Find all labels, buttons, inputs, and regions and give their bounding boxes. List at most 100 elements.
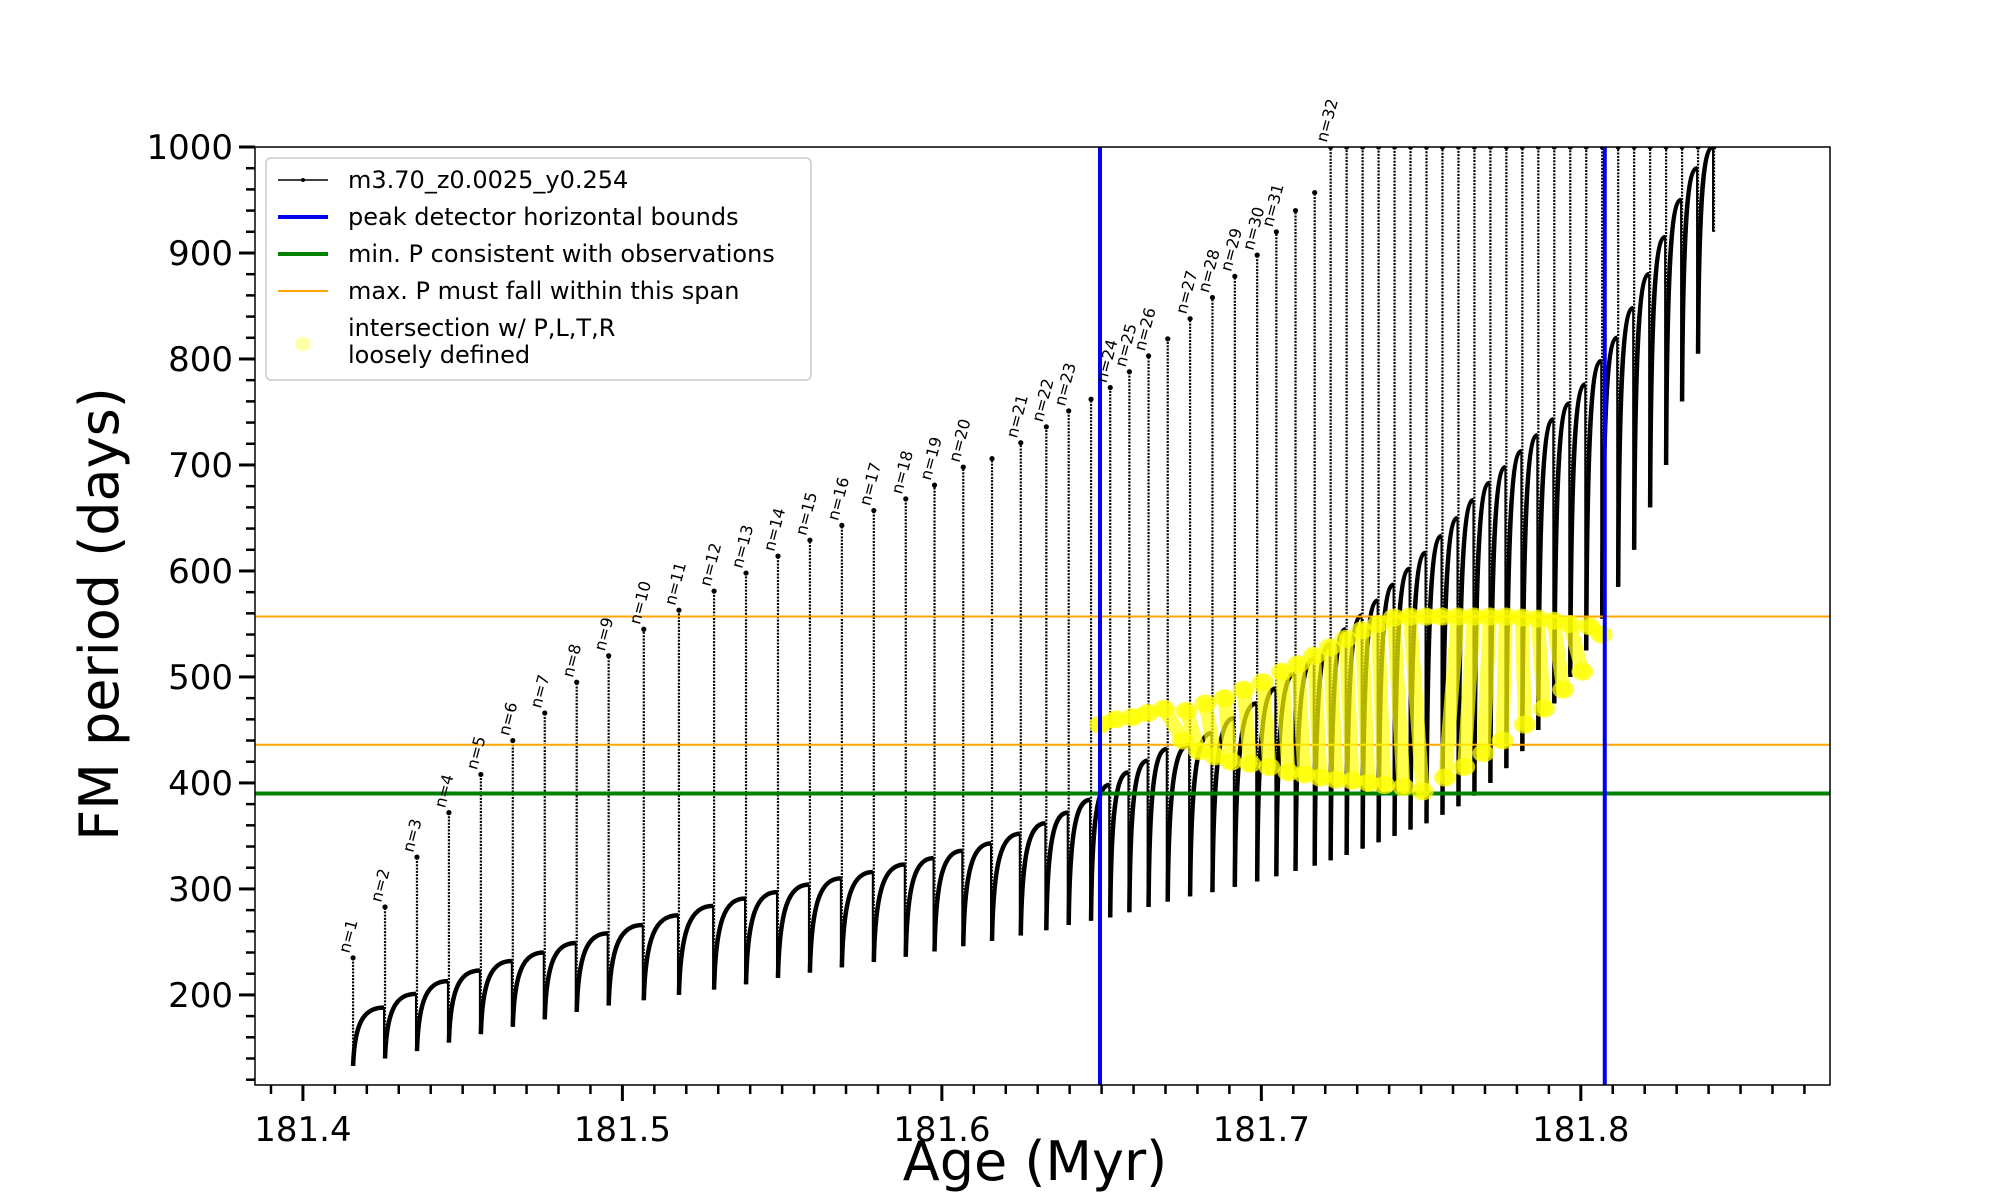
intersection-streak <box>1217 691 1238 769</box>
y-tick-label: 900 <box>168 234 233 274</box>
series-recovery-arc <box>574 931 608 1012</box>
series-recovery-arc <box>1127 758 1149 913</box>
intersection-streak <box>1093 712 1123 732</box>
series-peak-point <box>960 464 966 470</box>
plot-frame <box>254 146 1831 1086</box>
series-recovery-arc <box>932 848 963 952</box>
series-recovery-arc <box>1044 810 1069 931</box>
legend-label: max. P must fall within this span <box>348 277 739 305</box>
cycle-label: n=31 <box>1258 181 1288 228</box>
intersection-streak <box>1438 609 1465 785</box>
intersection-streak <box>1354 623 1376 790</box>
series-recovery-arc <box>1679 165 1698 402</box>
cycle-label: n=7 <box>526 673 553 711</box>
x-axis-title: Age (Myr) <box>903 1130 1168 1193</box>
series-peak-point <box>1018 440 1024 446</box>
cycle-label: n=10 <box>625 579 655 626</box>
plot-frame-layer <box>254 146 1831 1086</box>
cycle-label: n=19 <box>916 435 946 482</box>
series-peak-point <box>1126 369 1132 375</box>
x-tick-label: 181.4 <box>254 1110 351 1150</box>
x-tick-label: 181.8 <box>1532 1110 1629 1150</box>
x-tick-label: 181.7 <box>1213 1110 1310 1150</box>
intersection-streak <box>1323 640 1344 787</box>
y-tick-label: 600 <box>168 552 233 592</box>
series-recovery-arc <box>478 958 512 1035</box>
series-peak-point <box>775 553 781 559</box>
cycle-label: n=11 <box>660 560 690 607</box>
cycle-label: n=16 <box>823 475 853 522</box>
series-peak-point <box>807 537 813 543</box>
series-peak-point <box>1232 273 1238 279</box>
intersection-streak <box>1562 616 1590 679</box>
series-recovery-arc <box>1583 358 1603 651</box>
series-recovery-arc <box>1066 797 1091 925</box>
series-peak-point <box>711 588 717 594</box>
series-peak-point <box>350 955 356 961</box>
legend-label: min. P consistent with observations <box>348 240 775 268</box>
series-peak-point <box>1209 294 1216 301</box>
intersection-streak <box>1402 609 1430 799</box>
cycle-label: n=4 <box>430 772 457 810</box>
series-recovery-arc <box>1568 382 1587 677</box>
legend-label: peak detector horizontal bounds <box>348 203 739 231</box>
y-tick-label: 1000 <box>146 128 233 168</box>
intersection-streak <box>1307 648 1328 785</box>
cycle-label: n=18 <box>887 449 917 496</box>
legend-label: intersection w/ P,L,T,R <box>348 314 615 342</box>
series-peak-point <box>446 810 452 816</box>
cycle-label: n=5 <box>462 734 489 772</box>
series-peak-point <box>903 496 909 502</box>
cycle-label: n=6 <box>494 700 521 738</box>
series-recovery-arc <box>903 855 934 957</box>
series-peak-point <box>606 653 612 659</box>
cycle-label: n=8 <box>558 642 585 680</box>
intersection-streak <box>1514 610 1532 732</box>
intersection-streak <box>1124 705 1155 725</box>
series-peak-point <box>1066 408 1072 414</box>
series-peak-point <box>1254 252 1260 258</box>
series-recovery-arc <box>1424 533 1443 824</box>
series-recovery-arc <box>989 831 1021 941</box>
cycle-label: n=1 <box>335 917 362 955</box>
intersection-streak <box>1275 664 1296 780</box>
cycle-label: n=13 <box>728 523 758 570</box>
series-peak-point <box>839 522 845 528</box>
series-recovery-arc <box>641 913 679 1001</box>
cycle-label: n=17 <box>855 460 885 507</box>
cycle-label: n=20 <box>945 417 975 464</box>
series-recovery-arc <box>510 950 544 1027</box>
series-peak-point <box>1088 396 1094 402</box>
series-recovery-arc <box>446 968 481 1043</box>
cycle-label: n=21 <box>1002 392 1032 439</box>
series-peak-point <box>510 737 516 744</box>
series-peak-point <box>1312 189 1318 196</box>
series-recovery-arc <box>839 869 874 968</box>
y-tick-label: 500 <box>168 658 233 698</box>
series-recovery-arc <box>1018 820 1046 936</box>
y-tick-label: 700 <box>168 446 233 486</box>
intersection-streak <box>1476 609 1497 761</box>
series-peak-point <box>676 607 682 613</box>
series-recovery-arc <box>807 876 842 973</box>
series-intersection <box>1089 607 1613 801</box>
intersection-streak <box>1370 616 1392 793</box>
series-peak-point <box>1107 384 1113 391</box>
series-peak-point <box>743 570 749 576</box>
series-recovery-arc <box>1107 770 1129 918</box>
legend-label: loosely defined <box>348 341 530 369</box>
series-peak-point <box>989 456 995 462</box>
legend-handle-marker <box>301 178 305 182</box>
intersection-streak <box>1236 682 1258 771</box>
series-recovery-arc <box>414 978 449 1052</box>
series-peak-point <box>414 854 420 860</box>
intersection-streak <box>1386 610 1411 795</box>
series-peak-point <box>1043 424 1049 430</box>
series-recovery-arc <box>961 841 992 947</box>
series-recovery-arc <box>1647 234 1666 508</box>
series-peak-point <box>1292 207 1299 214</box>
series-peak-point <box>1165 336 1171 342</box>
intersection-streak <box>1156 701 1191 748</box>
y-tick-label: 400 <box>168 764 233 804</box>
